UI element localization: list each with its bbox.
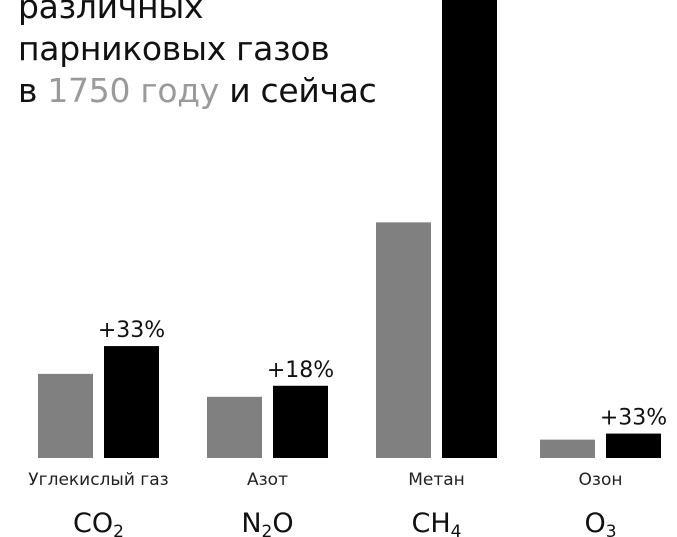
bar-group-0: +33% Углекислый газ CO2	[28, 318, 168, 537]
data-label-1: +18%	[267, 358, 334, 383]
bar-1750-0	[38, 373, 93, 458]
data-label-3: +33%	[600, 406, 667, 431]
formula-label-2: CH4	[412, 508, 462, 537]
formula-label-3: O3	[584, 508, 616, 537]
bar-1750-3	[540, 439, 595, 458]
title-line-1: различных	[18, 0, 204, 26]
bar-now-2	[442, 0, 497, 458]
bar-1750-1	[207, 396, 262, 458]
bar-group-1: +18% Азот N2O	[207, 358, 334, 537]
formula-label-0: CO2	[73, 508, 124, 537]
bar-group-3: +33% Озон O3	[540, 406, 667, 537]
title-prefix: в	[18, 71, 38, 110]
category-label-3: Озон	[579, 470, 623, 490]
title-year: 1750 году	[47, 71, 220, 110]
title-line-3: в 1750 году и сейчас	[18, 70, 377, 112]
bar-now-1	[273, 385, 328, 458]
chart-title: различных парниковых газов в 1750 году и…	[18, 0, 377, 112]
bar-now-3	[606, 433, 661, 458]
title-suffix: и сейчас	[229, 71, 377, 110]
title-line-2: парниковых газов	[18, 29, 330, 68]
bar-1750-2	[376, 222, 431, 458]
data-label-0: +33%	[98, 318, 165, 343]
formula-label-1: N2O	[241, 508, 293, 537]
bar-now-0	[104, 346, 159, 458]
category-label-0: Углекислый газ	[28, 470, 168, 490]
category-label-2: Метан	[408, 470, 465, 490]
category-label-1: Азот	[247, 470, 288, 490]
